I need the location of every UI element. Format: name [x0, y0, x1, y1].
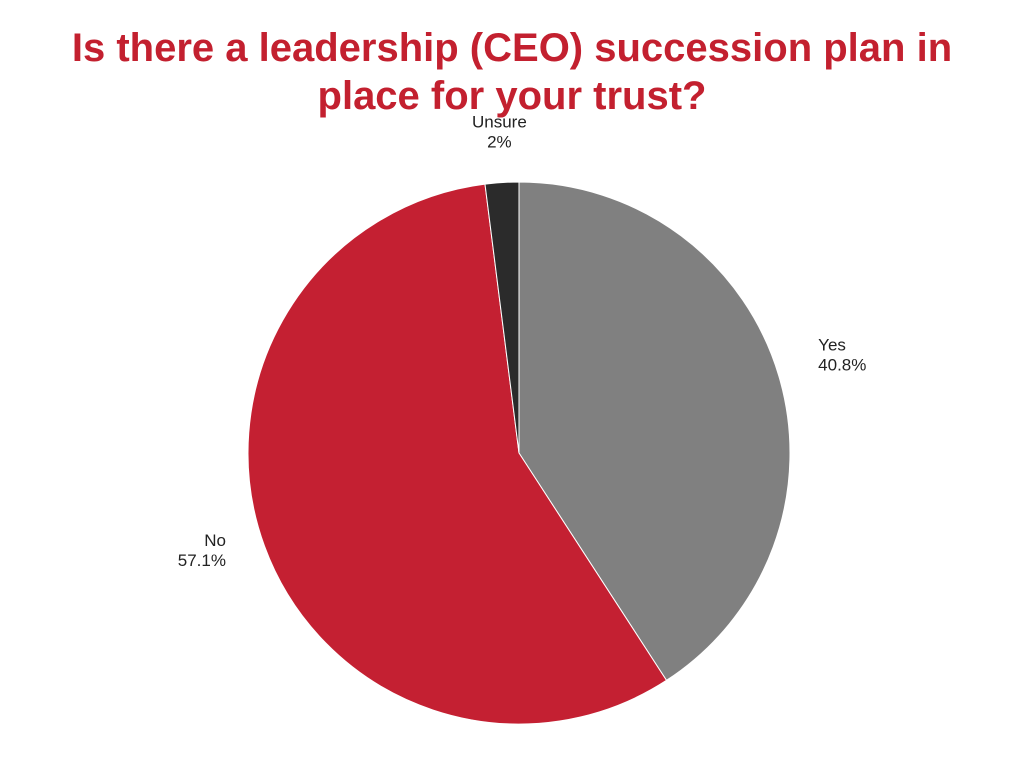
pie-slice-no — [247, 183, 668, 725]
chart-title: Is there a leadership (CEO) succession p… — [0, 24, 1024, 120]
slice-value-unsure: 2% — [487, 133, 512, 152]
slice-label-no: No — [204, 531, 226, 550]
pie-slice-unsure — [484, 181, 520, 454]
chart-title-line-1: Is there a leadership (CEO) succession p… — [71, 26, 953, 70]
chart-title-line-2: place for your trust? — [317, 74, 707, 118]
pie-slices — [247, 181, 791, 725]
slice-value-yes: 40.8% — [818, 355, 866, 374]
slice-label-unsure: Unsure — [472, 113, 527, 132]
slice-label-yes: Yes — [818, 335, 846, 354]
slice-value-no: 57.1% — [178, 551, 226, 570]
pie-slice-yes — [518, 181, 791, 682]
